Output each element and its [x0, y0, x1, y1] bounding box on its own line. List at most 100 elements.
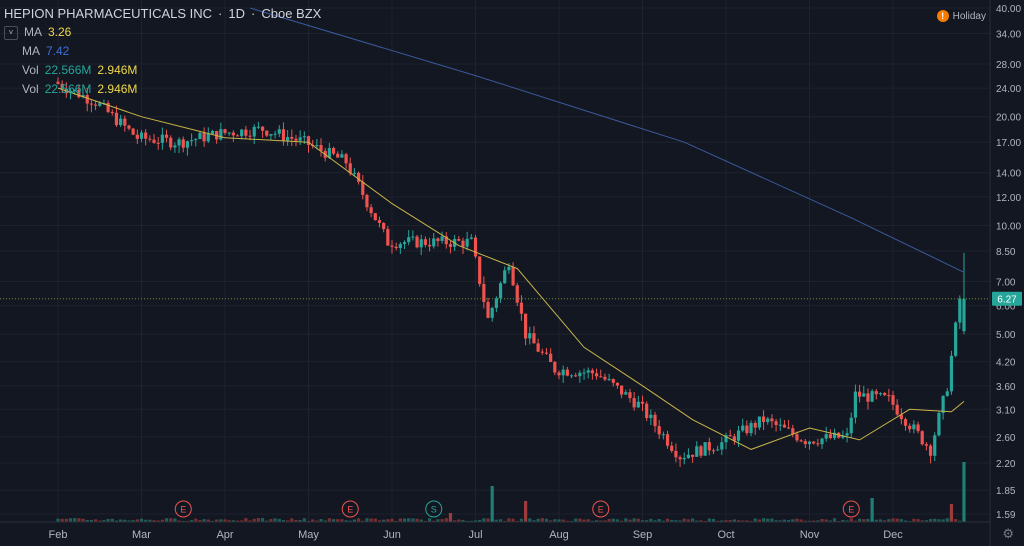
volume-bar	[265, 520, 269, 522]
candle-body	[891, 395, 895, 405]
volume-bar	[340, 519, 344, 522]
candle-body	[728, 435, 732, 437]
candle-body	[123, 118, 127, 126]
volume-bar	[899, 519, 903, 522]
y-tick-label: 6.00	[996, 302, 1016, 313]
x-tick-label: May	[298, 529, 319, 541]
volume-bar	[820, 519, 824, 522]
volume-bar	[453, 520, 457, 522]
volume-bar	[549, 520, 553, 522]
candle-body	[331, 147, 336, 154]
candle-body	[853, 391, 858, 418]
volume-bar	[774, 520, 778, 522]
volume-bar	[908, 520, 912, 522]
candle-body	[849, 417, 853, 434]
candle-body	[432, 238, 436, 247]
volume-bar	[749, 520, 753, 522]
volume-bar	[561, 519, 565, 522]
earnings-marker[interactable]	[592, 500, 610, 518]
volume-bar	[440, 519, 444, 522]
candle-body	[732, 436, 736, 441]
volume-bar	[665, 518, 670, 522]
candle-body	[540, 351, 544, 353]
candle-body	[665, 434, 670, 446]
candle-body	[874, 391, 878, 395]
y-tick-label: 3.10	[996, 405, 1016, 416]
earnings-marker[interactable]	[842, 500, 860, 518]
holiday-badge[interactable]: ! Holiday	[936, 10, 986, 22]
volume-bar	[223, 519, 227, 522]
candle-body	[473, 237, 478, 257]
candle-body	[173, 145, 177, 148]
candle-body	[578, 372, 582, 377]
legend-row-ma-slow[interactable]: MA 7.42	[4, 42, 321, 61]
candle-body	[770, 418, 774, 422]
gear-icon[interactable]: ⚙	[1002, 526, 1014, 541]
candle-body	[340, 154, 344, 158]
candle-body	[269, 134, 273, 136]
split-marker[interactable]	[425, 500, 443, 518]
volume-bar	[419, 519, 423, 522]
candle-body	[557, 372, 561, 376]
candle-body	[862, 393, 866, 397]
volume-bar	[382, 519, 386, 522]
volume-bar	[448, 513, 453, 522]
volume-bar	[791, 519, 795, 522]
legend-row-volume[interactable]: Vol 22.566M 2.946M	[4, 61, 321, 80]
candle-body	[169, 137, 173, 148]
volume-bar	[348, 520, 352, 522]
chevron-down-icon[interactable]: ˅	[4, 25, 18, 40]
candle-body	[244, 129, 248, 136]
volume-bar	[394, 520, 398, 522]
volume-bar	[294, 519, 298, 522]
candle-body	[549, 353, 553, 362]
earnings-marker[interactable]	[341, 500, 359, 518]
volume-bar	[753, 518, 757, 522]
volume-bar	[127, 520, 131, 522]
candle-body	[749, 423, 753, 434]
legend-row-volume-2[interactable]: Vol 22.566M 2.946M	[4, 80, 321, 99]
candle-body	[757, 416, 761, 428]
volume-bar	[156, 520, 160, 522]
x-tick-label: Oct	[717, 529, 734, 541]
candle-body	[281, 129, 286, 141]
volume-bar	[941, 519, 945, 522]
candle-body	[81, 95, 85, 98]
candle-body	[603, 376, 607, 380]
candle-body	[277, 129, 281, 134]
volume-bar	[824, 519, 828, 522]
legend-row-ma-fast[interactable]: ˅ MA 3.26	[4, 23, 321, 42]
y-tick-label: 5.00	[996, 330, 1016, 341]
volume-bar	[407, 518, 411, 522]
volume-bar	[770, 518, 774, 522]
volume-bar	[114, 520, 119, 522]
volume-bar	[144, 519, 148, 522]
candle-body	[816, 443, 820, 445]
volume-bar	[841, 519, 845, 522]
candle-body	[928, 445, 933, 456]
volume-bar	[945, 518, 949, 522]
x-tick-label: Jul	[468, 529, 482, 541]
candle-body	[866, 393, 870, 402]
volume-bar	[98, 520, 102, 522]
earnings-marker[interactable]	[174, 500, 192, 518]
event-label: E	[598, 505, 604, 515]
x-tick-label: Aug	[549, 529, 569, 541]
volume-bar	[682, 518, 686, 522]
candle-body	[553, 361, 557, 373]
volume-bar	[883, 520, 887, 522]
candle-body	[386, 229, 390, 246]
candlestick-series	[56, 77, 966, 467]
volume-bar	[916, 519, 920, 522]
candle-body	[210, 130, 215, 134]
candle-body	[461, 240, 465, 247]
y-tick-label: 10.00	[996, 221, 1021, 232]
volume-bar	[507, 518, 511, 522]
candle-body	[594, 373, 599, 377]
volume-bar	[787, 520, 791, 522]
indicator-value-2: 2.946M	[97, 82, 138, 96]
candle-body	[878, 393, 883, 395]
symbol-name: HEPION PHARMACEUTICALS INC	[4, 6, 213, 21]
